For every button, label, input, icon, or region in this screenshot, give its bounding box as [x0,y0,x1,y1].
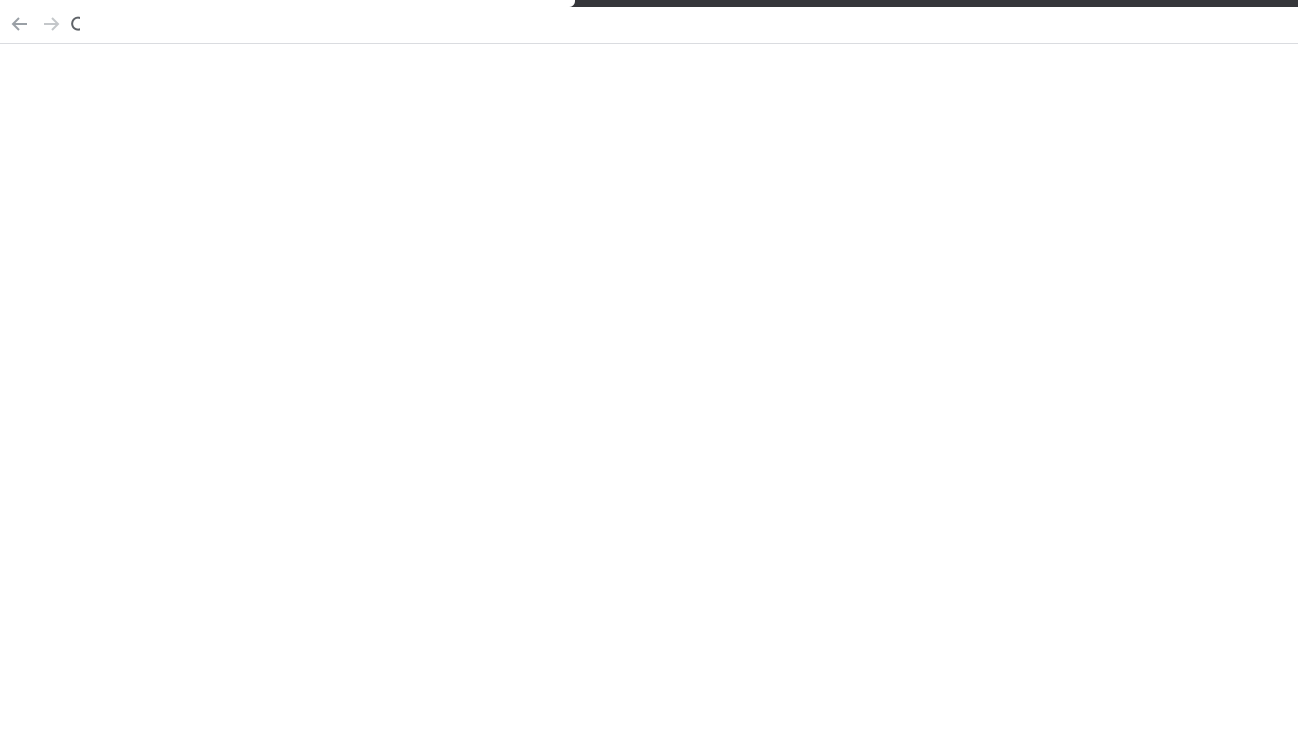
tab-active [0,0,575,7]
tab-strip [0,0,1298,7]
nav-buttons [11,16,80,31]
toolbar [0,7,1298,44]
